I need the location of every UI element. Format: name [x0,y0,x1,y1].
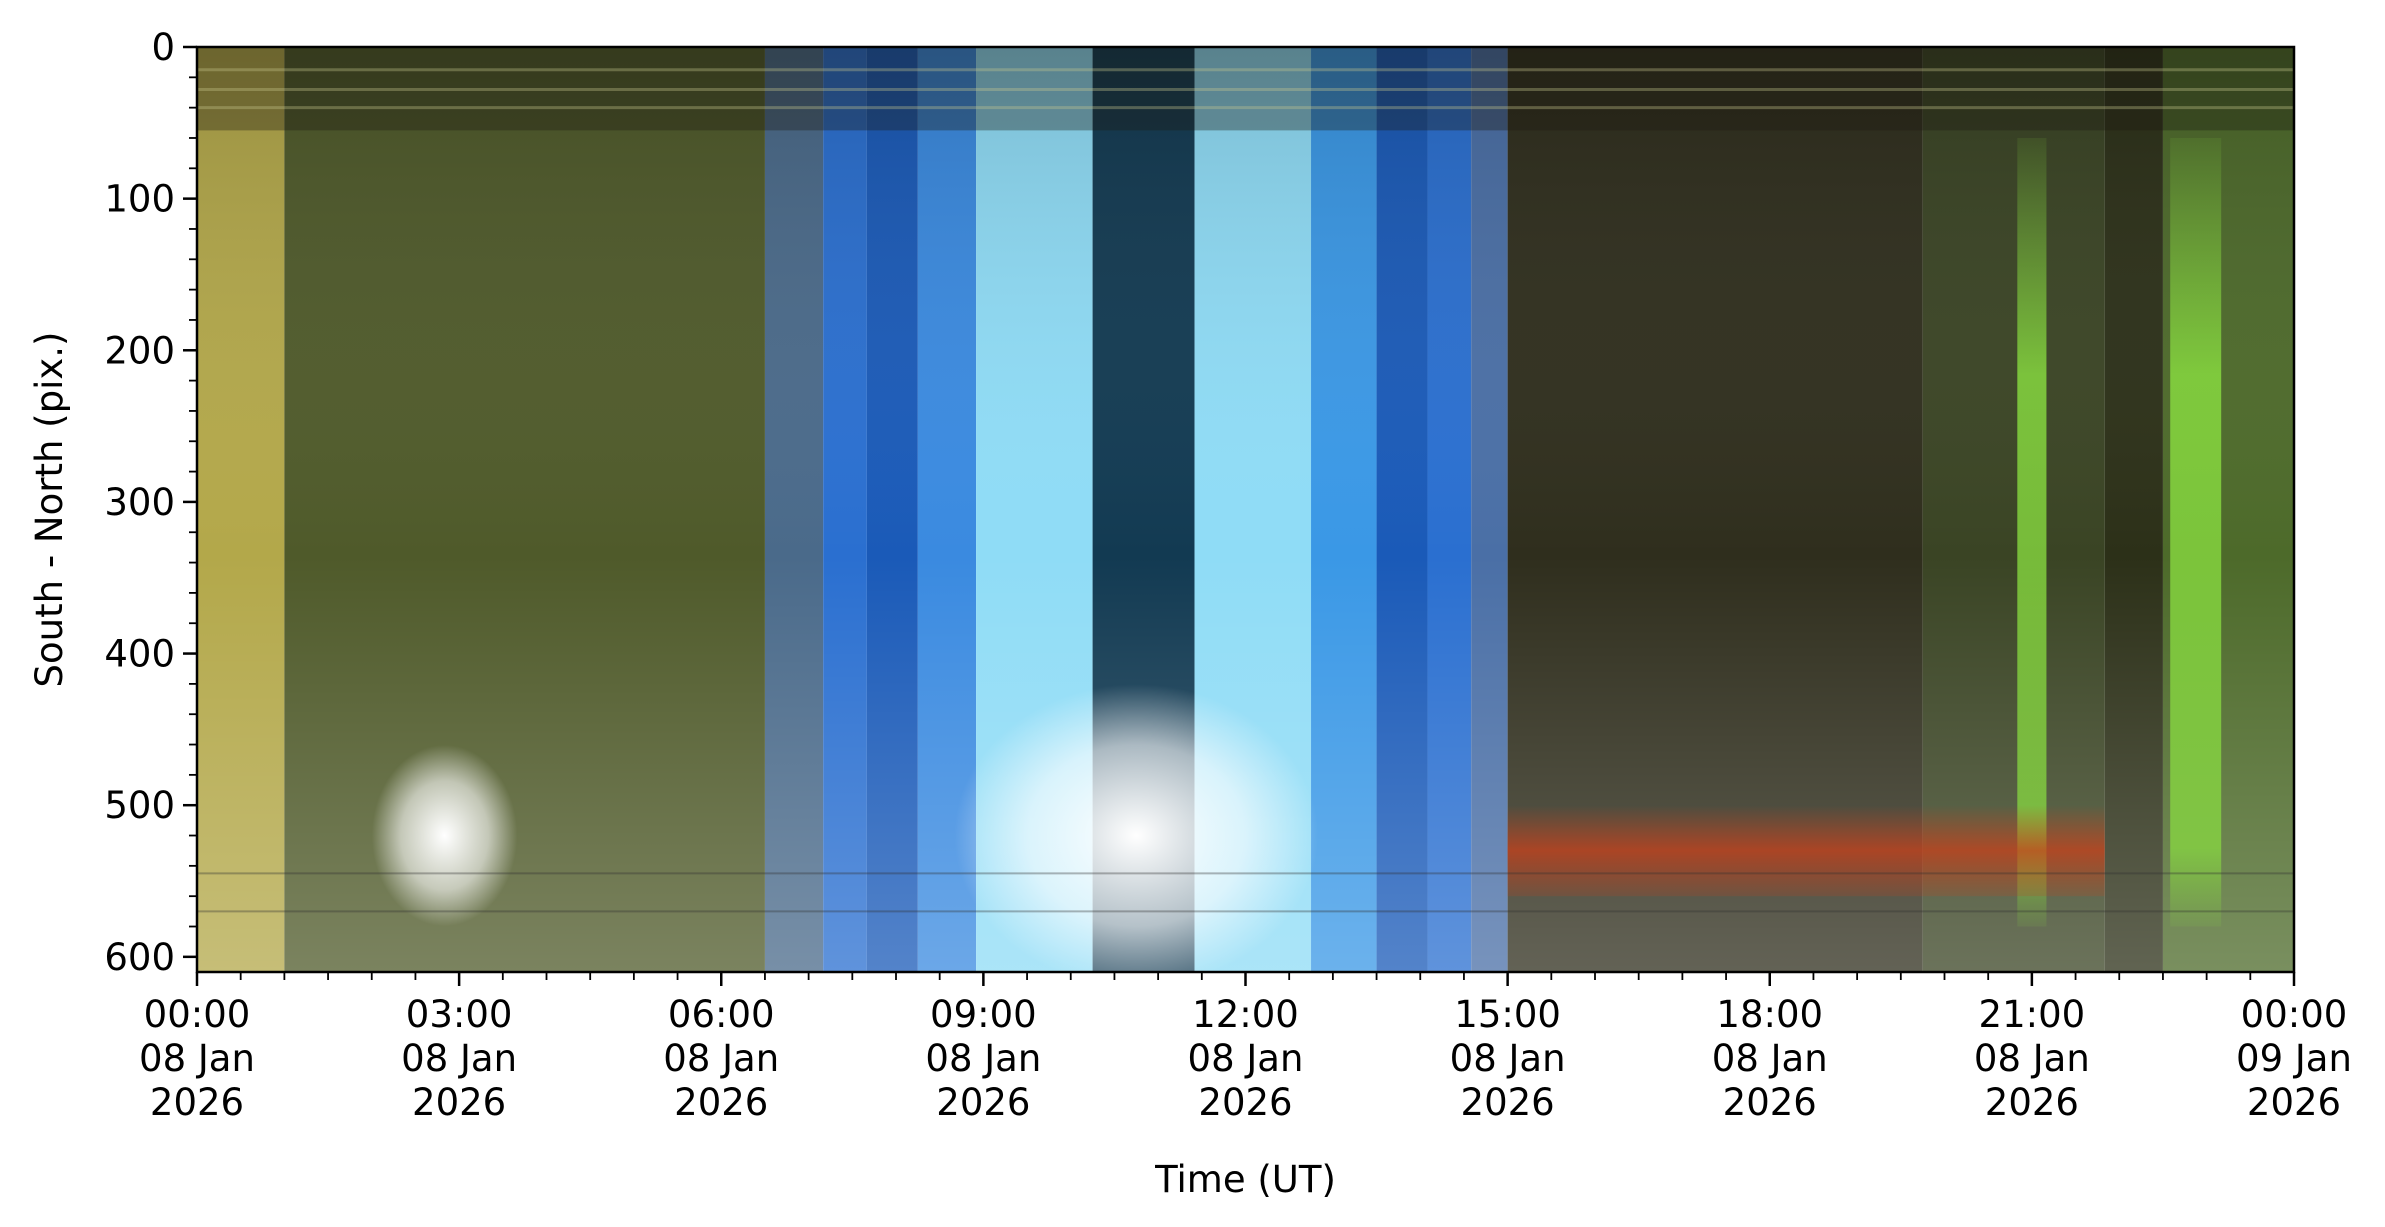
y-tick-label: 300 [104,481,175,524]
x-tick-label: 21:00 08 Jan 2026 [1974,993,2090,1124]
aurora-streak [2170,137,2222,927]
red-emission-band [1507,805,2105,897]
y-tick-label: 100 [104,178,175,221]
keogram-image [197,47,2294,972]
y-tick-label: 500 [104,784,175,827]
x-tick-label: 15:00 08 Jan 2026 [1450,993,1566,1124]
aurora-streak [2017,137,2047,927]
x-tick-label: 18:00 08 Jan 2026 [1712,993,1828,1124]
x-tick-label: 03:00 08 Jan 2026 [401,993,517,1124]
top-strip [197,47,2294,131]
x-tick-label: 00:00 08 Jan 2026 [139,993,255,1124]
x-tick-label: 09:00 08 Jan 2026 [925,993,1041,1124]
y-tick-label: 400 [104,633,175,676]
bright-glow [371,744,518,927]
bright-glow [954,684,1319,972]
x-axis-title: Time (UT) [1154,1158,1336,1201]
y-tick-label: 200 [104,329,175,372]
y-tick-label: 0 [151,26,175,69]
y-tick-label: 600 [104,936,175,979]
x-tick-label: 12:00 08 Jan 2026 [1188,993,1304,1124]
axes: 0 100 200 300 400 500 600 00:00 08 Jan 2026 03:00 0… [104,26,2352,1124]
y-axis-title: South - North (pix.) [28,332,71,688]
x-tick-label: 00:00 09 Jan 2026 [2236,993,2352,1124]
x-tick-label: 06:00 08 Jan 2026 [663,993,779,1124]
